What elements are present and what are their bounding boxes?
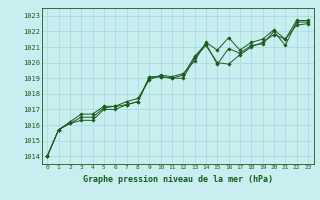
X-axis label: Graphe pression niveau de la mer (hPa): Graphe pression niveau de la mer (hPa) [83,175,273,184]
